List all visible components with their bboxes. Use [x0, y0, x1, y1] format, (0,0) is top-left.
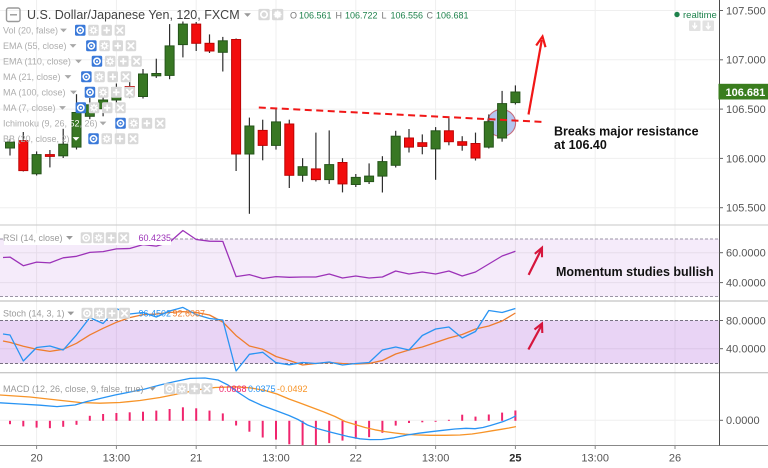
svg-text:EMA (55, close): EMA (55, close): [3, 41, 67, 51]
svg-text:60.0000: 60.0000: [726, 248, 766, 260]
svg-text:40.0000: 40.0000: [726, 344, 766, 356]
svg-text:MA (7, close): MA (7, close): [3, 103, 56, 113]
svg-text:MACD (12, 26, close, 9, false,: MACD (12, 26, close, 9, false, true): [3, 384, 144, 394]
svg-text:92.6087: 92.6087: [173, 309, 206, 319]
svg-text:105.500: 105.500: [726, 203, 766, 215]
svg-text:21: 21: [190, 453, 202, 465]
svg-text:EMA (110, close): EMA (110, close): [3, 57, 71, 67]
svg-text:13:00: 13:00: [262, 453, 290, 465]
svg-text:-0.0492: -0.0492: [277, 384, 308, 394]
svg-text:MA (21, close): MA (21, close): [3, 72, 61, 82]
svg-text:RSI (14, close): RSI (14, close): [3, 233, 63, 243]
svg-text:20: 20: [30, 453, 42, 465]
svg-text:25: 25: [509, 453, 521, 465]
svg-text:Stoch (14, 3, 1): Stoch (14, 3, 1): [3, 309, 65, 319]
svg-text:Ichimoku (9, 26, 52, 26): Ichimoku (9, 26, 52, 26): [3, 119, 98, 129]
svg-text:MA (100, close): MA (100, close): [3, 88, 66, 98]
svg-text:96.4502: 96.4502: [139, 309, 172, 319]
svg-text:0.0375: 0.0375: [248, 384, 276, 394]
svg-text:22: 22: [350, 453, 362, 465]
svg-text:Breaks major resistance: Breaks major resistance: [554, 125, 699, 139]
svg-text:0.0000: 0.0000: [726, 415, 760, 427]
svg-text:realtime: realtime: [683, 10, 717, 21]
svg-text:Vol (20, false): Vol (20, false): [3, 26, 58, 36]
svg-text:BB (20, close, 2): BB (20, close, 2): [3, 134, 70, 144]
svg-text:60.4235: 60.4235: [139, 233, 172, 243]
svg-text:26: 26: [669, 453, 681, 465]
svg-text:U.S. Dollar/Japanese Yen, 120,: U.S. Dollar/Japanese Yen, 120, FXCM: [27, 8, 240, 22]
svg-text:107.500: 107.500: [726, 5, 766, 17]
svg-text:13:00: 13:00: [581, 453, 609, 465]
svg-text:13:00: 13:00: [422, 453, 450, 465]
svg-text:107.000: 107.000: [726, 55, 766, 67]
svg-text:13:00: 13:00: [103, 453, 131, 465]
svg-text:106.500: 106.500: [726, 104, 766, 116]
svg-text:80.0000: 80.0000: [726, 315, 766, 327]
svg-text:Momentum studies bullish: Momentum studies bullish: [556, 265, 714, 279]
svg-text:40.0000: 40.0000: [726, 278, 766, 290]
svg-text:at 106.40: at 106.40: [554, 138, 607, 152]
svg-text:106.681: 106.681: [726, 87, 766, 99]
svg-text:0.0868: 0.0868: [219, 384, 247, 394]
svg-text:106.000: 106.000: [726, 153, 766, 165]
